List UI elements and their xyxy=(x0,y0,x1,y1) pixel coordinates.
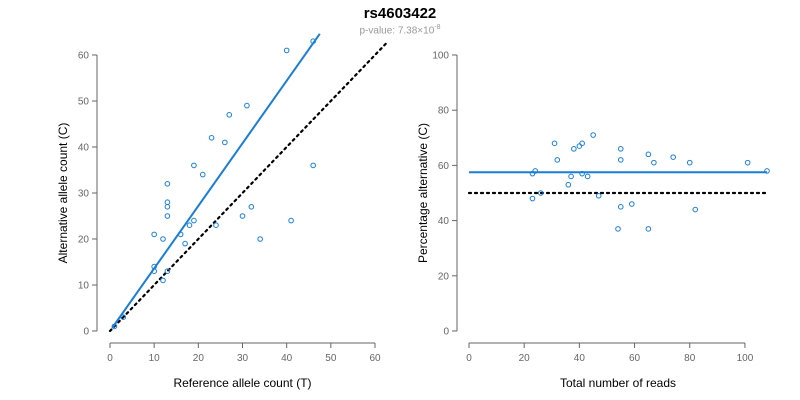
data-point xyxy=(288,217,294,224)
x-tick-label: 0 xyxy=(466,353,472,364)
data-point xyxy=(191,162,197,169)
x-axis-label: Total number of reads xyxy=(560,376,676,390)
data-point xyxy=(576,143,583,149)
y-tick-label: 10 xyxy=(78,281,90,292)
data-point xyxy=(571,146,577,152)
y-tick-label: 60 xyxy=(438,161,450,172)
data-point xyxy=(692,206,699,213)
x-tick-label: 20 xyxy=(193,353,205,364)
x-tick-label: 60 xyxy=(369,353,381,364)
data-point xyxy=(686,159,693,166)
data-point xyxy=(670,154,676,160)
data-point xyxy=(651,159,657,166)
x-tick-label: 40 xyxy=(281,353,293,364)
data-point xyxy=(257,236,263,242)
y-tick-label: 80 xyxy=(438,106,450,117)
data-point xyxy=(584,173,591,180)
figure-subtitle: p-value: 7.38×10-8 xyxy=(0,24,800,36)
y-tick-label: 0 xyxy=(83,327,89,338)
data-point xyxy=(244,102,250,109)
x-tick-label: 30 xyxy=(237,353,249,364)
y-tick-label: 40 xyxy=(78,143,90,154)
data-point xyxy=(164,213,171,219)
x-tick-label: 100 xyxy=(737,353,754,364)
reference-line xyxy=(108,40,390,333)
data-point xyxy=(617,157,624,163)
data-point xyxy=(120,314,127,321)
x-tick-label: 0 xyxy=(107,353,113,364)
data-point xyxy=(565,181,572,188)
data-point xyxy=(111,323,118,330)
data-point xyxy=(617,204,624,210)
data-point xyxy=(208,135,215,141)
y-tick-label: 0 xyxy=(443,327,449,338)
data-point xyxy=(310,162,316,169)
data-point xyxy=(199,171,206,178)
p-value-text: p-value: 7.38×10 xyxy=(359,25,435,37)
y-tick-label: 40 xyxy=(438,216,450,227)
data-point xyxy=(579,140,585,147)
data-point xyxy=(595,192,602,199)
data-point xyxy=(226,112,233,118)
data-point xyxy=(164,181,171,187)
data-point xyxy=(182,240,188,247)
data-point xyxy=(160,277,166,284)
data-point xyxy=(248,204,255,210)
y-tick-label: 50 xyxy=(78,97,90,108)
data-point xyxy=(590,132,596,138)
data-point xyxy=(551,140,558,147)
x-tick-label: 40 xyxy=(574,353,586,364)
y-tick-label: 20 xyxy=(78,235,90,246)
data-point xyxy=(310,38,316,45)
data-point xyxy=(645,151,652,158)
y-tick-label: 30 xyxy=(78,189,90,200)
data-point xyxy=(164,199,171,205)
data-point xyxy=(764,168,770,174)
data-point xyxy=(283,47,290,54)
data-point xyxy=(617,146,624,152)
data-point xyxy=(628,201,635,207)
x-tick-label: 20 xyxy=(519,353,531,364)
data-point xyxy=(160,236,166,242)
data-point xyxy=(164,268,171,275)
data-point xyxy=(186,222,193,228)
data-point xyxy=(151,231,157,238)
data-point xyxy=(529,195,536,202)
data-point xyxy=(579,170,585,177)
y-axis-label: Percentage alternative (C) xyxy=(416,123,430,263)
data-point xyxy=(151,263,157,270)
y-tick-label: 20 xyxy=(438,271,450,282)
x-tick-label: 50 xyxy=(325,353,337,364)
data-point xyxy=(568,173,574,180)
data-point xyxy=(554,157,561,163)
y-tick-label: 100 xyxy=(432,51,449,62)
regression-line xyxy=(111,33,321,329)
data-point xyxy=(213,222,219,228)
data-point xyxy=(191,217,197,224)
y-tick-label: 60 xyxy=(78,51,90,62)
x-tick-label: 10 xyxy=(149,353,161,364)
data-point xyxy=(222,139,228,146)
data-point xyxy=(744,159,751,166)
data-point xyxy=(537,190,544,196)
x-axis-label: Reference allele count (T) xyxy=(173,376,311,390)
x-tick-label: 60 xyxy=(629,353,641,364)
x-tick-label: 80 xyxy=(684,353,696,364)
data-point xyxy=(177,231,184,238)
data-point xyxy=(532,168,539,174)
p-value-exponent: -8 xyxy=(434,24,441,31)
figure-title: rs4603422 xyxy=(363,5,437,22)
data-point xyxy=(615,226,621,232)
data-point xyxy=(239,213,246,219)
data-point xyxy=(645,226,652,232)
y-axis-label: Alternative allele count (C) xyxy=(56,123,70,264)
